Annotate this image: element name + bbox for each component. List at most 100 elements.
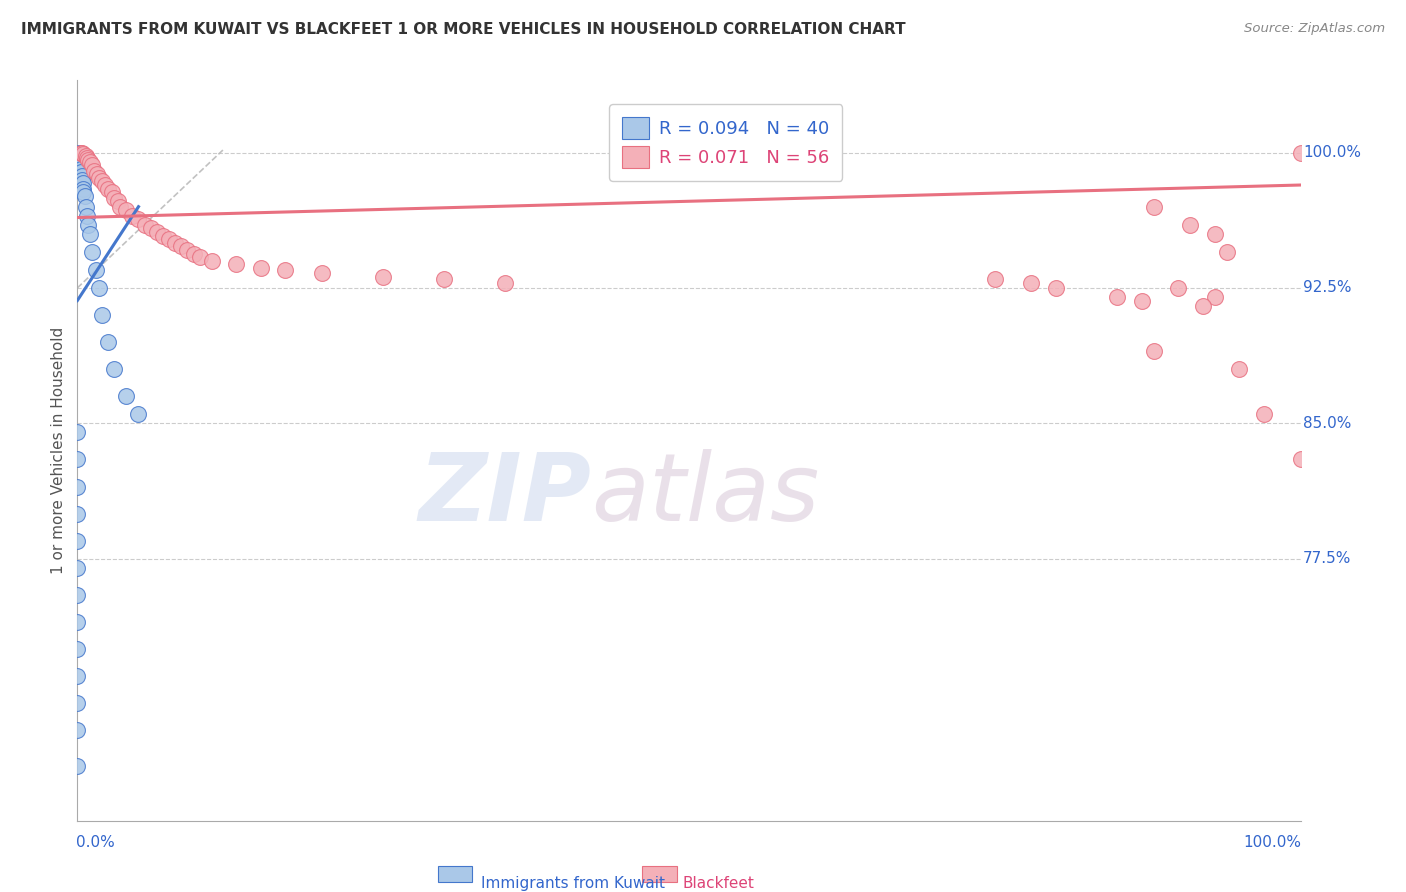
Point: [86, 167, 108, 181]
Point: [127, 212, 149, 227]
Point: [83, 163, 105, 178]
Point: [70, 169, 93, 183]
Point: [100, 186, 122, 200]
Point: [225, 257, 247, 271]
Text: IMMIGRANTS FROM KUWAIT VS BLACKFEET 1 OR MORE VEHICLES IN HOUSEHOLD CORRELATION : IMMIGRANTS FROM KUWAIT VS BLACKFEET 1 OR…: [21, 22, 905, 37]
Point: [66, 425, 89, 440]
Point: [1216, 244, 1239, 259]
Point: [146, 225, 169, 239]
Point: [76, 151, 98, 165]
Point: [70, 145, 93, 160]
Y-axis label: 1 or more Vehicles in Household: 1 or more Vehicles in Household: [51, 326, 66, 574]
Point: [89, 170, 111, 185]
Point: [188, 250, 211, 264]
Point: [115, 389, 138, 403]
Point: [311, 267, 333, 281]
Point: [84, 263, 107, 277]
Point: [274, 263, 297, 277]
Point: [75, 149, 97, 163]
Legend: R = 0.094   N = 40, R = 0.071   N = 56: R = 0.094 N = 40, R = 0.071 N = 56: [609, 104, 842, 181]
Point: [66, 759, 89, 773]
Text: Immigrants from Kuwait: Immigrants from Kuwait: [481, 876, 665, 891]
Point: [70, 145, 93, 160]
Point: [984, 272, 1007, 286]
Point: [495, 276, 517, 290]
Point: [157, 232, 180, 246]
Point: [139, 221, 162, 235]
Text: 100.0%: 100.0%: [1244, 835, 1302, 850]
Point: [127, 408, 149, 422]
Point: [66, 588, 89, 602]
Point: [1204, 290, 1226, 304]
Point: [1289, 145, 1312, 160]
Point: [80, 158, 103, 172]
Point: [70, 161, 93, 176]
Point: [66, 642, 89, 657]
Point: [80, 244, 103, 259]
Point: [1204, 227, 1226, 241]
Point: [1253, 408, 1275, 422]
Point: [67, 147, 90, 161]
Point: [72, 186, 94, 200]
Point: [69, 153, 91, 167]
FancyBboxPatch shape: [439, 866, 472, 882]
Point: [152, 228, 174, 243]
Point: [165, 235, 187, 250]
Point: [66, 452, 89, 467]
Point: [1289, 452, 1312, 467]
Text: 100.0%: 100.0%: [1303, 145, 1361, 160]
Point: [134, 218, 156, 232]
Point: [103, 362, 125, 376]
Point: [72, 181, 94, 195]
Point: [66, 615, 89, 629]
Point: [121, 209, 143, 223]
Point: [170, 239, 193, 253]
Point: [75, 200, 97, 214]
Text: Source: ZipAtlas.com: Source: ZipAtlas.com: [1244, 22, 1385, 36]
Point: [67, 145, 90, 160]
Point: [1229, 362, 1251, 376]
Text: ZIP: ZIP: [418, 449, 591, 541]
Point: [66, 533, 89, 548]
Text: 85.0%: 85.0%: [1303, 416, 1351, 431]
Point: [107, 194, 129, 209]
Point: [69, 151, 91, 165]
Point: [371, 270, 394, 285]
Point: [66, 507, 89, 521]
Point: [66, 479, 89, 493]
Point: [115, 203, 138, 218]
Point: [1143, 344, 1166, 359]
Point: [79, 154, 101, 169]
Point: [97, 181, 120, 195]
Point: [77, 218, 100, 232]
Point: [103, 191, 125, 205]
Text: 0.0%: 0.0%: [76, 835, 115, 850]
Point: [69, 154, 91, 169]
Point: [66, 723, 89, 738]
Point: [201, 253, 224, 268]
Point: [1143, 200, 1166, 214]
Point: [69, 158, 91, 172]
Point: [67, 149, 90, 163]
Point: [72, 147, 94, 161]
Point: [66, 669, 89, 683]
Point: [176, 243, 198, 257]
Text: Blackfeet: Blackfeet: [683, 876, 755, 891]
FancyBboxPatch shape: [643, 866, 676, 882]
Point: [73, 189, 96, 203]
Point: [183, 246, 205, 260]
Point: [250, 261, 273, 276]
Point: [1180, 218, 1202, 232]
Point: [90, 174, 112, 188]
Point: [433, 272, 456, 286]
Point: [1045, 281, 1067, 295]
Point: [77, 153, 100, 167]
Text: atlas: atlas: [591, 450, 820, 541]
Point: [108, 200, 131, 214]
Point: [70, 165, 93, 179]
Point: [89, 281, 111, 295]
Point: [79, 227, 101, 241]
Text: 77.5%: 77.5%: [1303, 551, 1351, 566]
Point: [66, 561, 89, 575]
Point: [1021, 276, 1043, 290]
